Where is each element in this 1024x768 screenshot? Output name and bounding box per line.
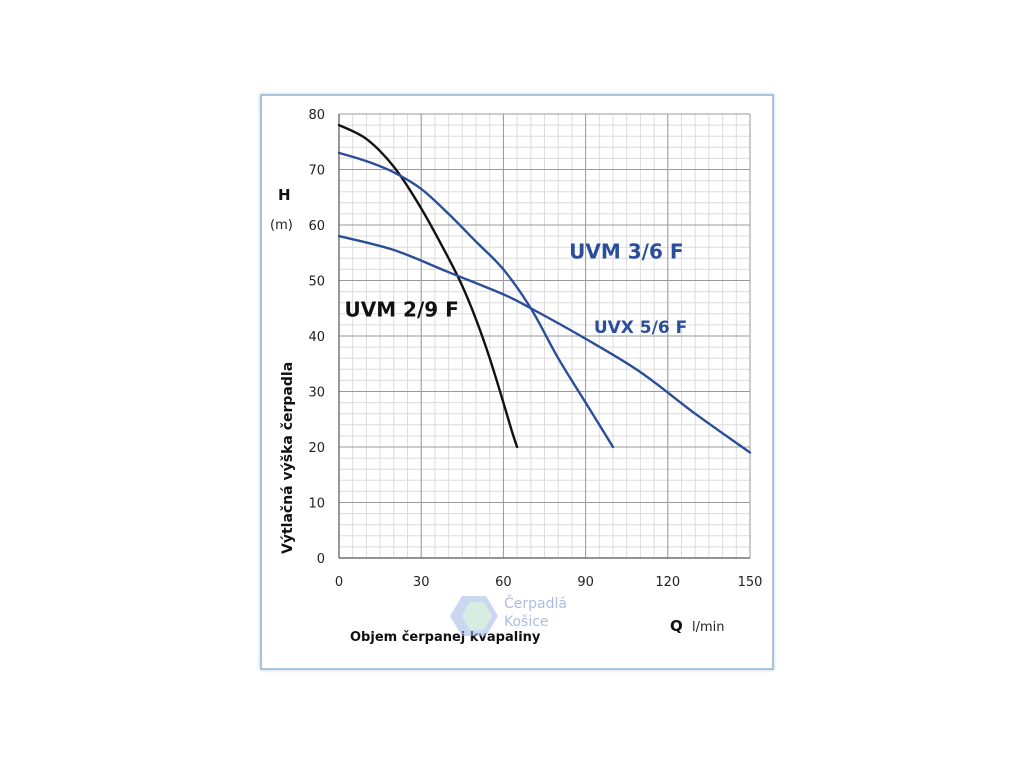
watermark-line2: Košice: [504, 614, 549, 630]
chart-frame: 0 30 60 90 120 150 0 10 20 30 40 50 60 70 80 UVM 2/9 …: [260, 94, 774, 670]
y-tick-label: 0: [317, 552, 325, 567]
x-axis-label: Objem čerpanej kvapaliny: [350, 630, 541, 645]
y-axis-unit: (m): [270, 218, 293, 233]
y-tick-labels: 0 10 20 30 40 50 60 70 80: [308, 108, 325, 567]
y-axis-symbol: H: [278, 186, 291, 204]
x-tick-label: 90: [577, 575, 594, 590]
x-tick-label: 30: [413, 575, 430, 590]
watermark-line1: Čerpadlá: [504, 594, 567, 612]
y-tick-label: 80: [308, 108, 325, 123]
pump-performance-chart: 0 30 60 90 120 150 0 10 20 30 40 50 60 70 80 UVM 2/9 …: [270, 108, 763, 645]
y-axis-label: Výtlačná výška čerpadla: [280, 362, 296, 554]
grid-major: [338, 113, 751, 559]
y-tick-label: 30: [308, 386, 325, 401]
x-tick-labels: 0 30 60 90 120 150: [335, 575, 763, 590]
y-tick-label: 20: [308, 441, 325, 456]
series-line-uvm-2-9-f: [337, 123, 519, 449]
x-tick-label: 0: [335, 575, 343, 590]
y-tick-label: 70: [308, 164, 325, 179]
x-tick-label: 150: [738, 575, 763, 590]
x-tick-label: 60: [495, 575, 512, 590]
series-labels: UVM 2/9 F UVM 3/6 F UVX 5/6 F: [344, 239, 687, 338]
series-lines: [337, 123, 752, 454]
x-axis-unit: l/min: [692, 620, 725, 635]
series-label: UVM 3/6 F: [569, 239, 683, 263]
y-tick-label: 10: [308, 497, 325, 512]
x-axis-symbol: Q: [670, 617, 683, 635]
y-tick-label: 50: [308, 275, 325, 290]
y-tick-label: 60: [308, 219, 325, 234]
x-tick-label: 120: [655, 575, 680, 590]
series-label: UVX 5/6 F: [594, 318, 687, 338]
series-label: UVM 2/9 F: [344, 298, 458, 322]
watermark-logo: Čerpadlá Košice: [450, 594, 567, 636]
hexagon-logo-inner-icon: [462, 602, 492, 630]
series-line-uvm-3-6-f: [337, 151, 615, 449]
series-line-uvx-5-6-f: [337, 234, 752, 454]
y-tick-label: 40: [308, 330, 325, 345]
